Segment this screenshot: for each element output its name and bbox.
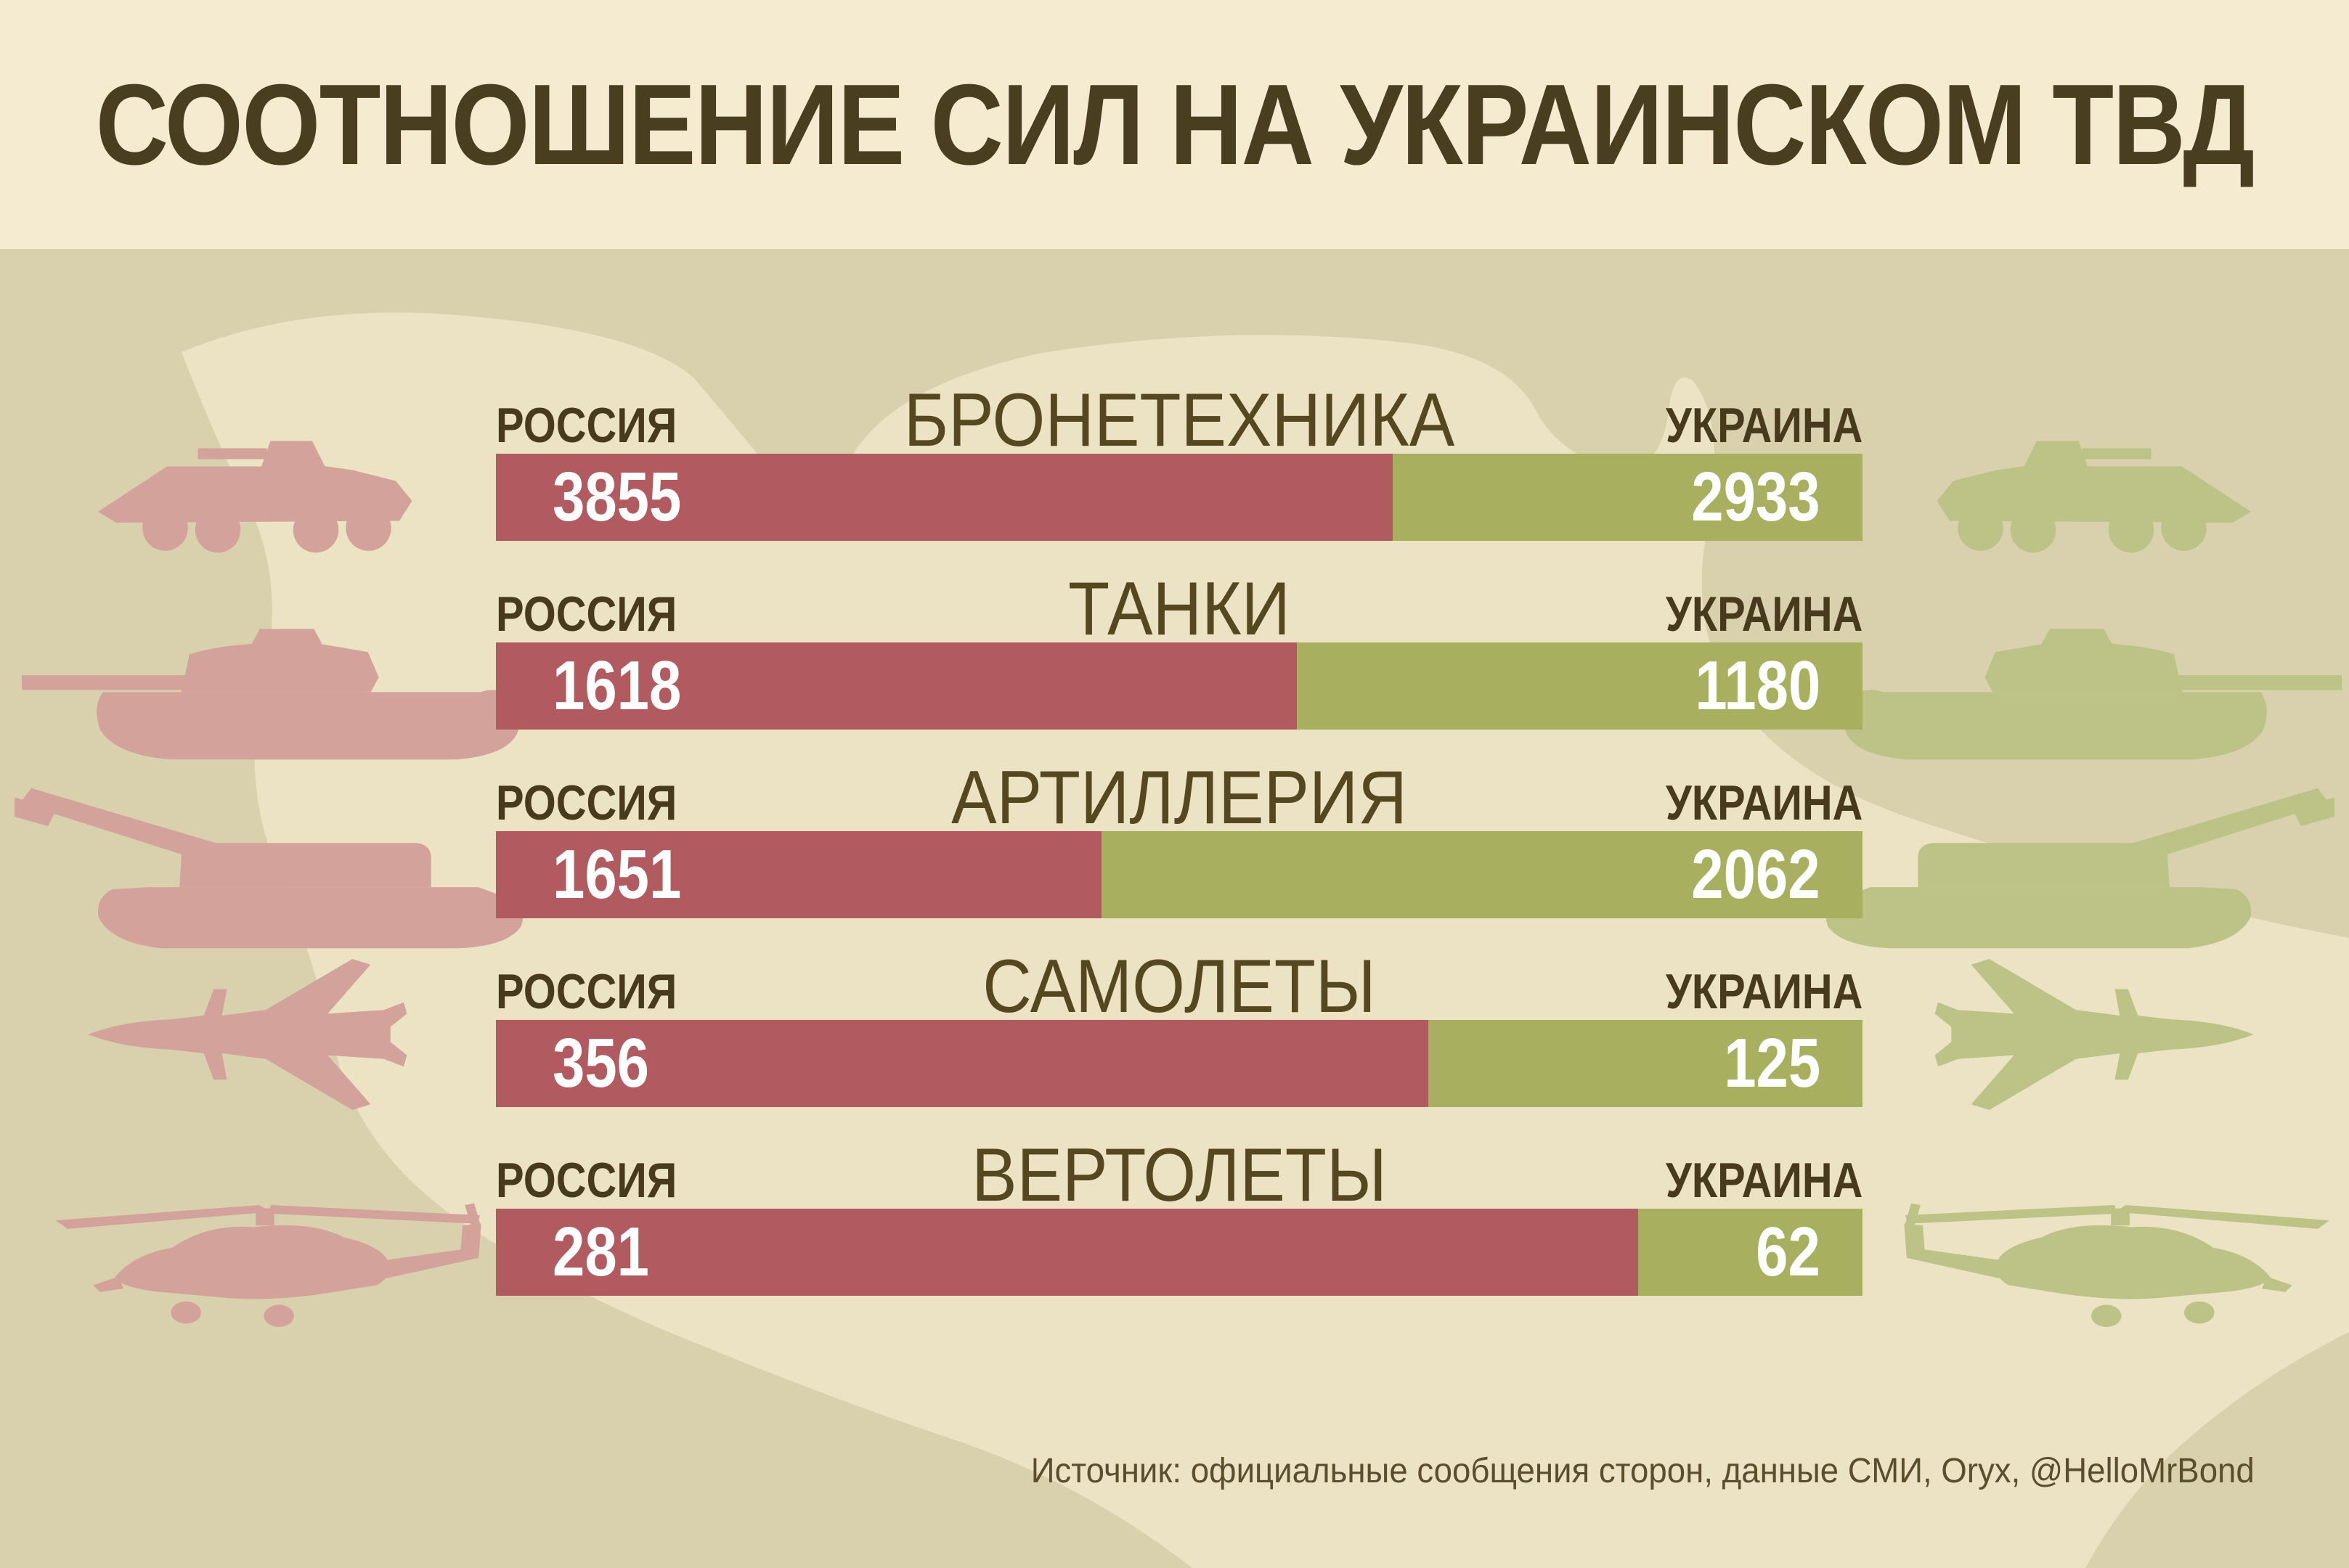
russia-value: 281 (553, 1213, 649, 1291)
bar-ukraine-segment: 1180 (1296, 642, 1862, 730)
apc-icon-left (84, 403, 447, 584)
force-row: РОССИЯ БРОНЕТЕХНИКА УКРАИНА 3855 2933 (496, 338, 1862, 542)
ratio-bar: 356 125 (496, 1020, 1862, 1107)
category-label: АРТИЛЛЕРИЯ (951, 756, 1407, 840)
russia-value: 356 (553, 1024, 649, 1102)
ukraine-label: УКРАИНА (1665, 1153, 1862, 1208)
russia-label: РОССИЯ (496, 587, 677, 642)
jet-icon-right (1931, 940, 2262, 1129)
bar-ukraine-segment: 62 (1638, 1209, 1862, 1296)
ukraine-label: УКРАИНА (1665, 398, 1862, 453)
category-label: ВЕРТОЛЕТЫ (972, 1133, 1387, 1217)
ukraine-value: 62 (1756, 1213, 1820, 1291)
russia-value: 1618 (553, 647, 682, 724)
page-title: СООТНОШЕНИЕ СИЛ НА УКРАИНСКОМ ТВД (95, 60, 2255, 189)
force-row: РОССИЯ САМОЛЕТЫ УКРАИНА 356 125 (496, 904, 1862, 1108)
bar-russia-segment: 3855 (496, 454, 1393, 541)
bar-russia-segment: 356 (496, 1020, 1428, 1107)
ukraine-value: 125 (1724, 1024, 1820, 1102)
russia-value: 3855 (553, 458, 682, 536)
ukraine-value: 1180 (1695, 647, 1820, 724)
russia-value: 1651 (553, 836, 682, 913)
category-label: САМОЛЕТЫ (982, 944, 1376, 1029)
tank-icon-right (1801, 595, 2342, 806)
russia-label: РОССИЯ (496, 1153, 677, 1208)
ukraine-label: УКРАИНА (1665, 775, 1862, 830)
ukraine-label: УКРАИНА (1665, 964, 1862, 1019)
header-band: СООТНОШЕНИЕ СИЛ НА УКРАИНСКОМ ТВД (0, 0, 2349, 249)
bar-ukraine-segment: 2062 (1101, 831, 1862, 918)
russia-label: РОССИЯ (496, 964, 677, 1019)
bar-ukraine-segment: 125 (1428, 1020, 1862, 1107)
row-head: РОССИЯ ВЕРТОЛЕТЫ УКРАИНА (496, 1093, 1862, 1213)
force-row: РОССИЯ ВЕРТОЛЕТЫ УКРАИНА 281 62 (496, 1093, 1862, 1297)
row-head: РОССИЯ ТАНКИ УКРАИНА (496, 526, 1862, 647)
row-head: РОССИЯ БРОНЕТЕХНИКА УКРАИНА (496, 338, 1862, 458)
apc-icon-right (1902, 403, 2265, 584)
tank-icon-left (22, 595, 563, 806)
category-label: БРОНЕТЕХНИКА (903, 378, 1455, 462)
ukraine-label: УКРАИНА (1665, 587, 1862, 642)
row-head: РОССИЯ АРТИЛЛЕРИЯ УКРАИНА (496, 715, 1862, 836)
russia-label: РОССИЯ (496, 398, 677, 453)
bar-ukraine-segment: 2933 (1392, 454, 1862, 541)
bar-russia-segment: 281 (496, 1209, 1639, 1296)
bar-russia-segment: 1651 (496, 831, 1102, 918)
bar-russia-segment: 1618 (496, 642, 1297, 730)
ratio-bar: 281 62 (496, 1209, 1862, 1296)
ratio-bar: 1618 1180 (496, 642, 1862, 730)
ukraine-value: 2062 (1691, 836, 1820, 913)
row-head: РОССИЯ САМОЛЕТЫ УКРАИНА (496, 904, 1862, 1024)
force-row: РОССИЯ ТАНКИ УКРАИНА 1618 1180 (496, 526, 1862, 731)
ratio-bar: 3855 2933 (496, 454, 1862, 541)
ukraine-value: 2933 (1691, 458, 1820, 536)
force-row: РОССИЯ АРТИЛЛЕРИЯ УКРАИНА 1651 2062 (496, 715, 1862, 920)
source-note: Источник: официальные сообщения сторон, … (1030, 1452, 2255, 1490)
jet-icon-left (80, 940, 410, 1129)
category-label: ТАНКИ (1068, 567, 1290, 651)
helicopter-icon-left (33, 1176, 497, 1347)
ratio-bar: 1651 2062 (496, 831, 1862, 918)
russia-label: РОССИЯ (496, 775, 677, 830)
helicopter-icon-right (1888, 1176, 2349, 1347)
